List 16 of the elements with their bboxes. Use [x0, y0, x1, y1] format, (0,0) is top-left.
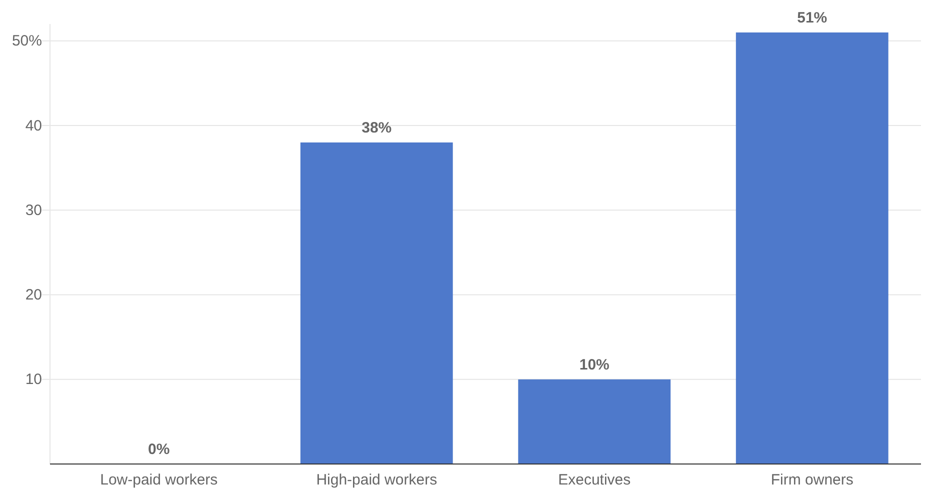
data-label: 51%	[797, 9, 828, 26]
data-label: 38%	[362, 119, 392, 136]
x-tick-label: Executives	[558, 472, 631, 489]
x-tick-label: High-paid workers	[316, 472, 438, 489]
bar	[300, 142, 453, 464]
y-tick-label: 20	[25, 286, 42, 304]
y-tick-label: 10	[25, 371, 42, 388]
y-tick-label: 50%	[12, 32, 42, 50]
y-tick-label: 30	[25, 202, 42, 219]
data-label: 0%	[148, 441, 170, 458]
x-tick-label: Firm owners	[770, 472, 854, 489]
y-tick-label: 40	[25, 117, 42, 134]
bar	[736, 32, 888, 464]
x-tick-label: Low-paid workers	[100, 472, 218, 489]
data-label: 10%	[579, 356, 610, 374]
bar	[518, 379, 671, 464]
